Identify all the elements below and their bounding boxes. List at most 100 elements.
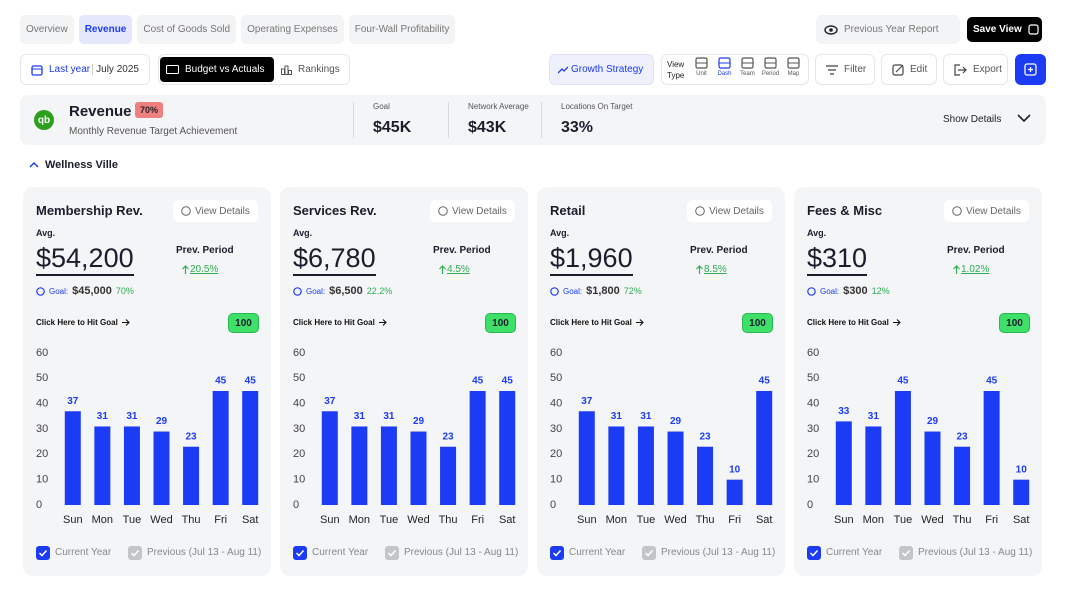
cta-arrow xyxy=(121,319,130,326)
budget-tab[interactable]: Budget vs Actuals xyxy=(160,57,274,82)
y-tick-label: 10 xyxy=(293,474,305,486)
legend-current-checkbox[interactable] xyxy=(293,546,307,560)
bar-value-label: 45 xyxy=(215,376,227,387)
goal-icon xyxy=(807,286,816,296)
previous-year-report[interactable]: Previous Year Report xyxy=(816,15,960,44)
metric-card: Retail View Details Avg. $1,960 Goal: $1,800 7… xyxy=(537,187,785,576)
legend-current-checkbox[interactable] xyxy=(36,546,50,560)
legend-current-checkbox[interactable] xyxy=(550,546,564,560)
goal-icon-circle xyxy=(807,286,816,296)
add-button[interactable] xyxy=(1015,54,1046,85)
y-tick-label: 0 xyxy=(293,499,299,511)
legend-previous-checkbox[interactable] xyxy=(385,546,399,560)
show-details[interactable]: Show Details xyxy=(943,114,1002,125)
checkmark xyxy=(644,549,654,557)
cta-arrow xyxy=(635,319,644,326)
view-details-button[interactable]: View Details xyxy=(687,200,772,222)
date-picker[interactable]: Last year July 2025 xyxy=(20,54,150,85)
info-icon xyxy=(695,206,705,216)
view-option[interactable]: Team xyxy=(736,57,759,77)
legend-previous-label: Previous (Jul 13 - Aug 11) xyxy=(661,547,776,558)
goal-pct: 70% xyxy=(115,286,134,296)
y-tick-label: 20 xyxy=(550,448,562,460)
cta[interactable]: Click Here to Hit Goal xyxy=(36,318,130,327)
edit-button[interactable]: Edit xyxy=(881,54,937,85)
view-option[interactable]: Map xyxy=(782,57,805,77)
tab[interactable]: Cost of Goods Sold xyxy=(137,15,237,44)
eye-icon xyxy=(824,24,838,35)
rankings-tab[interactable]: Rankings xyxy=(281,57,340,82)
stat-label: Network Average xyxy=(468,102,529,111)
checkbox-box xyxy=(642,546,656,560)
info-icon xyxy=(952,206,962,216)
export-icon xyxy=(954,63,967,76)
bar xyxy=(123,426,140,505)
view-option[interactable]: Unit xyxy=(690,57,713,77)
save-view-button[interactable]: Save View xyxy=(967,17,1042,42)
tab[interactable]: Operating Expenses xyxy=(241,15,344,44)
view-option[interactable]: Dash xyxy=(713,57,736,77)
checkmark xyxy=(552,549,562,557)
x-tick-label: Mon xyxy=(92,514,113,526)
score-badge: 100 xyxy=(742,313,773,333)
legend-current-label: Current Year xyxy=(55,547,112,558)
save-view-label: Save View xyxy=(973,24,1022,35)
tab[interactable]: Revenue xyxy=(78,15,133,44)
bar-value-label: 31 xyxy=(640,411,652,422)
filter-button[interactable]: Filter xyxy=(815,54,875,85)
bar xyxy=(697,446,714,505)
legend-current-label: Current Year xyxy=(569,547,626,558)
prev-label: Prev. Period xyxy=(176,245,234,256)
edit-label: Edit xyxy=(910,64,928,75)
checkmark xyxy=(901,549,911,557)
view-type-options: Unit Dash Team Period Map xyxy=(690,57,805,77)
legend-current-label: Current Year xyxy=(826,547,883,558)
rankings-icon xyxy=(281,65,292,75)
cta[interactable]: Click Here to Hit Goal xyxy=(550,318,644,327)
view-details-button[interactable]: View Details xyxy=(430,200,515,222)
cta[interactable]: Click Here to Hit Goal xyxy=(807,318,901,327)
bar xyxy=(667,431,684,505)
export-button[interactable]: Export xyxy=(943,54,1008,85)
view-details-button[interactable]: View Details xyxy=(944,200,1029,222)
growth-strategy-button[interactable]: Growth Strategy xyxy=(549,54,654,85)
view-details-label: View Details xyxy=(452,205,507,217)
legend-previous-checkbox[interactable] xyxy=(642,546,656,560)
up-arrow xyxy=(696,265,703,274)
tab[interactable]: Four-Wall Profitability xyxy=(348,15,456,44)
checkbox-box xyxy=(899,546,913,560)
legend-previous-checkbox[interactable] xyxy=(128,546,142,560)
card-title: Retail xyxy=(550,203,586,218)
legend-current-checkbox[interactable] xyxy=(807,546,821,560)
bar xyxy=(608,426,625,505)
y-tick-label: 20 xyxy=(293,448,305,460)
up-arrow-path xyxy=(182,265,189,274)
summary-title: Revenue xyxy=(69,103,132,120)
view-option-icon xyxy=(787,57,800,69)
avg-label: Avg. xyxy=(550,228,570,238)
prev-change: 1.02% xyxy=(953,264,989,275)
cta[interactable]: Click Here to Hit Goal xyxy=(293,318,387,327)
x-tick-label: Thu xyxy=(182,514,201,526)
bar-value-label: 33 xyxy=(838,406,850,417)
bar-value-label: 37 xyxy=(67,396,79,407)
view-option[interactable]: Period xyxy=(759,57,782,77)
avg-label: Avg. xyxy=(807,228,827,238)
x-tick-label: Tue xyxy=(894,514,913,526)
goal-icon xyxy=(36,286,45,296)
view-details-button[interactable]: View Details xyxy=(173,200,258,222)
y-tick-label: 30 xyxy=(550,423,562,435)
score-badge: 100 xyxy=(485,313,516,333)
stat-label: Locations On Target xyxy=(561,102,633,111)
edit-icon xyxy=(892,63,904,76)
budget-label: Budget vs Actuals xyxy=(185,64,265,75)
x-tick-label: Mon xyxy=(863,514,884,526)
view-option-label: Map xyxy=(787,71,800,77)
y-tick-label: 0 xyxy=(550,499,556,511)
bar xyxy=(499,391,516,505)
tab[interactable]: Overview xyxy=(20,15,74,44)
y-tick-label: 10 xyxy=(550,474,562,486)
filter-label: Filter xyxy=(844,64,867,75)
date-prefix: Last year xyxy=(49,64,91,75)
legend-previous-checkbox[interactable] xyxy=(899,546,913,560)
